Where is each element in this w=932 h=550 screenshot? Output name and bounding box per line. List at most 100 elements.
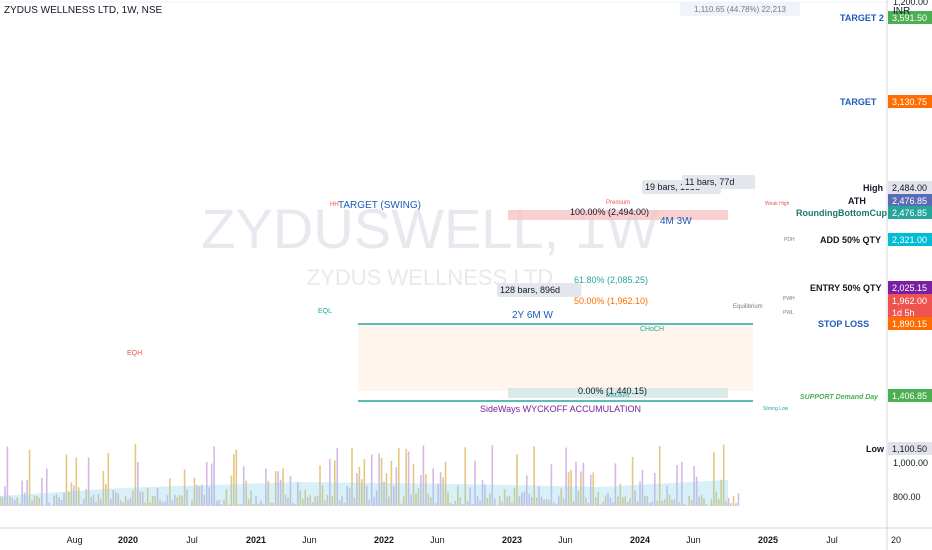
pdh-label: PDH bbox=[784, 237, 795, 243]
volume-bar bbox=[737, 493, 740, 506]
price-tag bbox=[888, 95, 932, 108]
volume-bar bbox=[9, 496, 11, 506]
volume-bar bbox=[580, 471, 582, 506]
bars-128-label: 128 bars, 896d bbox=[500, 285, 560, 295]
volume-bar bbox=[45, 468, 48, 506]
volume-bar bbox=[95, 502, 97, 506]
volume-bar bbox=[705, 504, 708, 506]
volume-bar bbox=[73, 485, 75, 506]
time-tick: Jul bbox=[186, 535, 198, 545]
volume-bar bbox=[646, 496, 649, 506]
volume-bar bbox=[629, 498, 631, 506]
volume-bar bbox=[567, 472, 570, 506]
volume-bar bbox=[289, 475, 292, 506]
volume-bar bbox=[535, 497, 538, 506]
price-tag bbox=[888, 294, 932, 319]
volume-bar bbox=[242, 466, 245, 506]
volume-bar bbox=[279, 479, 282, 506]
volume-bar bbox=[139, 491, 142, 506]
volume-bar bbox=[658, 445, 661, 506]
volume-bar bbox=[220, 504, 223, 506]
volume-bar bbox=[80, 503, 83, 506]
volume-bar bbox=[375, 490, 378, 506]
volume-bar bbox=[562, 498, 565, 506]
bars-11-label-box bbox=[682, 175, 756, 189]
volume-bar bbox=[722, 444, 725, 506]
volume-bar bbox=[501, 501, 503, 506]
volume-bar bbox=[210, 463, 213, 506]
volume-bar bbox=[1, 496, 4, 506]
volume-bar bbox=[13, 499, 16, 506]
bars-11-label: 11 bars, 77d bbox=[685, 177, 734, 187]
volume-bar bbox=[617, 496, 619, 506]
volume-bar bbox=[695, 476, 698, 506]
volume-bar bbox=[634, 490, 636, 506]
fib-50-label: 50.00% (1,962.10) bbox=[574, 296, 648, 306]
volume-bar bbox=[390, 460, 393, 506]
volume-bar bbox=[306, 497, 309, 506]
volume-bar bbox=[107, 453, 110, 506]
volume-bar bbox=[523, 491, 526, 506]
volume-bar bbox=[316, 495, 319, 506]
volume-bar bbox=[127, 499, 129, 506]
volume-bar bbox=[469, 487, 471, 506]
volume-bar bbox=[284, 494, 287, 506]
price-tag-value: 3,130.75 bbox=[892, 97, 927, 107]
volume-bar bbox=[137, 461, 139, 506]
volume-bar bbox=[653, 472, 656, 506]
volume-bar bbox=[351, 448, 353, 506]
volume-bar bbox=[193, 477, 196, 506]
volume-bar bbox=[685, 504, 688, 506]
volume-bar bbox=[336, 447, 339, 506]
volume-bar bbox=[683, 504, 686, 506]
volume-bar bbox=[612, 502, 614, 506]
volume-bar bbox=[36, 496, 38, 506]
volume-bar bbox=[602, 501, 604, 506]
volume-bar bbox=[698, 496, 700, 506]
level-label: ENTRY 50% QTY bbox=[810, 283, 882, 293]
volume-bar bbox=[341, 496, 343, 506]
volume-bar bbox=[304, 489, 307, 506]
volume-bar bbox=[597, 491, 599, 506]
volume-bar bbox=[439, 472, 442, 506]
volume-bar bbox=[727, 497, 730, 506]
volume-bar bbox=[461, 503, 464, 506]
volume-bar bbox=[65, 454, 68, 506]
volume-bar bbox=[656, 500, 659, 506]
price-tag bbox=[888, 181, 932, 194]
volume-bar bbox=[309, 495, 311, 506]
volume-bar bbox=[393, 486, 395, 506]
volume-bar bbox=[513, 487, 516, 506]
volume-bar bbox=[90, 497, 92, 506]
volume-bar bbox=[592, 472, 595, 506]
volume-bar bbox=[114, 491, 117, 506]
volume-bar bbox=[447, 492, 449, 506]
volume-bar bbox=[292, 502, 294, 506]
volume-bar bbox=[422, 445, 425, 506]
volume-bar bbox=[641, 469, 644, 506]
volume-bar bbox=[493, 498, 496, 506]
volume-bar bbox=[346, 486, 348, 506]
volume-bar bbox=[417, 488, 420, 506]
price-tag-value: 2,025.15 bbox=[892, 283, 927, 293]
volume-bar bbox=[272, 502, 275, 506]
volume-bar bbox=[274, 471, 277, 506]
level-label: TARGET 2 bbox=[840, 13, 884, 23]
volume-bar bbox=[343, 502, 346, 506]
level-label: SUPPORT Demand Day bbox=[800, 394, 879, 401]
volume-bar bbox=[452, 504, 454, 506]
volume-bar bbox=[301, 499, 304, 506]
price-tag-value: 2,321.00 bbox=[892, 235, 927, 245]
watermark-symbol: ZYDUSWELL, 1W bbox=[201, 197, 659, 260]
volume-bar bbox=[245, 480, 247, 506]
volume-bar bbox=[666, 485, 668, 506]
volume-bar bbox=[639, 481, 641, 506]
volume-bar bbox=[92, 494, 95, 506]
volume-bar bbox=[149, 502, 151, 506]
target-swing-label: TARGET (SWING) bbox=[338, 200, 421, 211]
volume-bar bbox=[575, 461, 577, 506]
price-tag-value: 2,476.85 bbox=[892, 196, 927, 206]
choch-label: CHoCH bbox=[640, 326, 664, 333]
volume-bar bbox=[671, 499, 673, 506]
